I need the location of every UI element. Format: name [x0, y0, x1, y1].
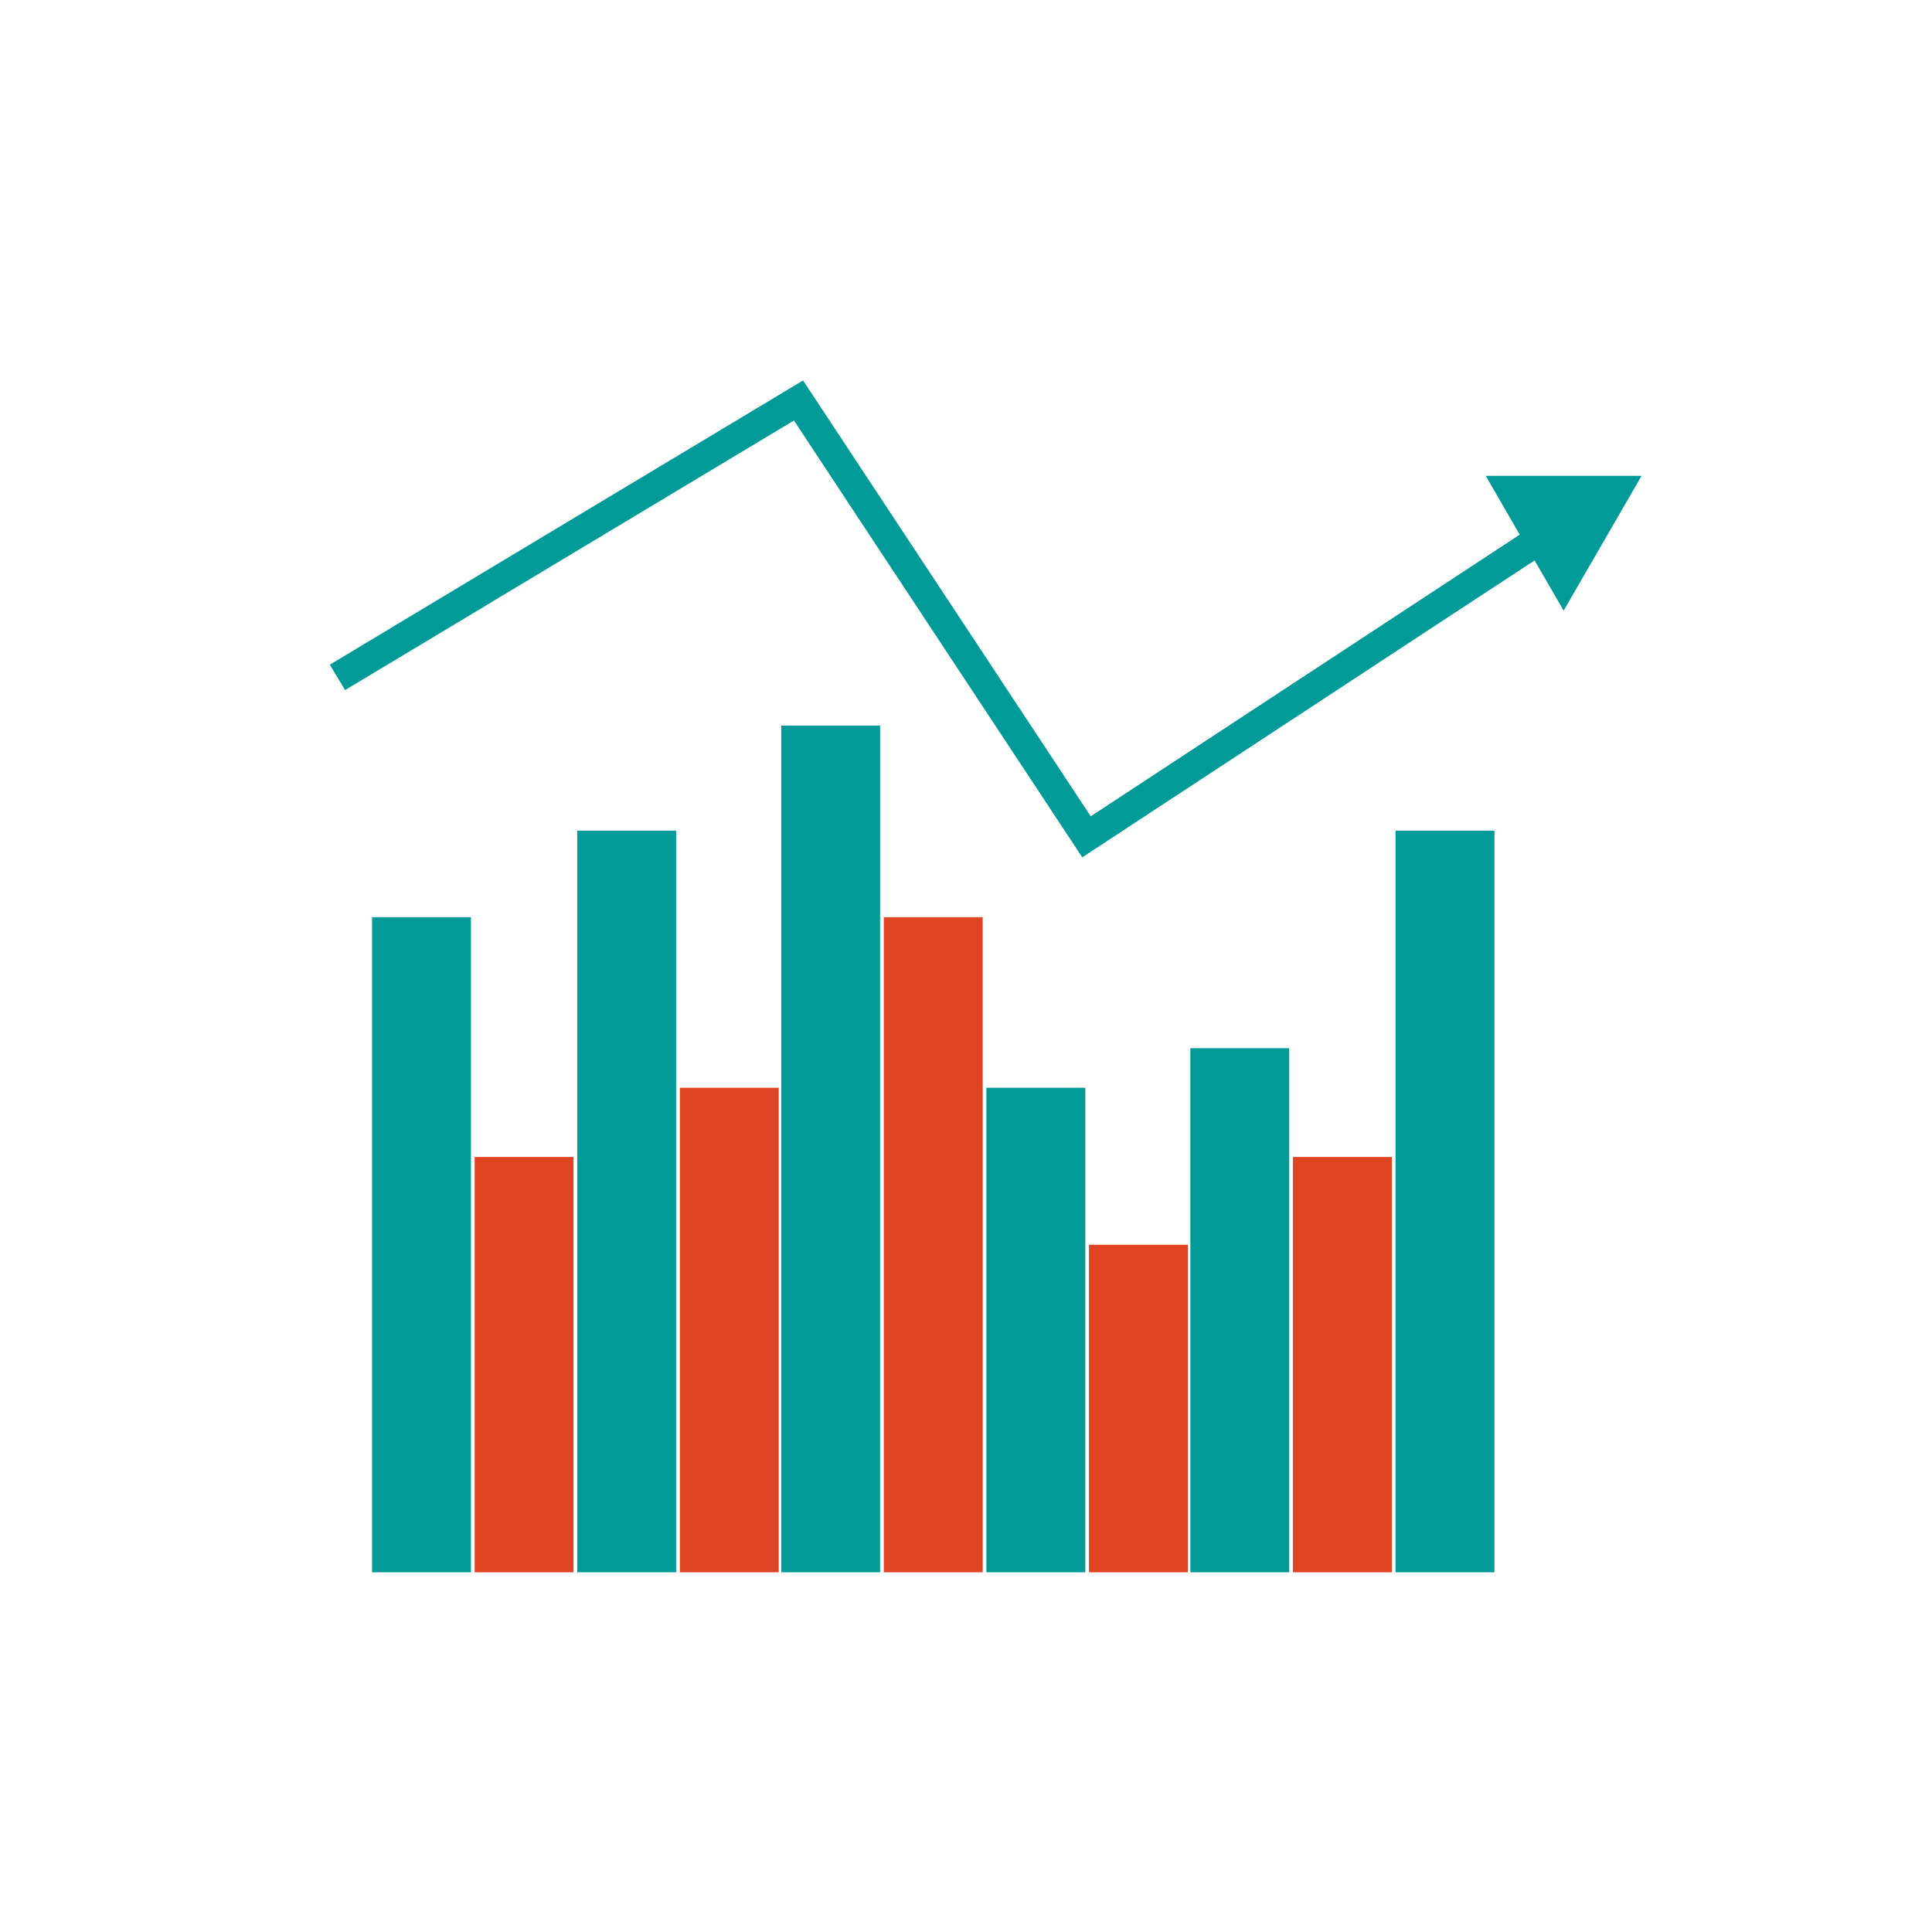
bar: [1190, 1048, 1290, 1573]
bar: [781, 725, 880, 1573]
bars: [372, 725, 1495, 1573]
bar: [1395, 830, 1495, 1573]
bar: [883, 917, 983, 1573]
trend-line: [329, 380, 1541, 858]
bar: [1089, 1244, 1189, 1573]
arrow-head: [1485, 475, 1642, 611]
bar: [577, 830, 676, 1573]
bar: [1293, 1157, 1393, 1573]
bar: [679, 1087, 779, 1573]
bar: [474, 1157, 574, 1573]
bar: [372, 917, 471, 1573]
bar: [986, 1087, 1086, 1573]
